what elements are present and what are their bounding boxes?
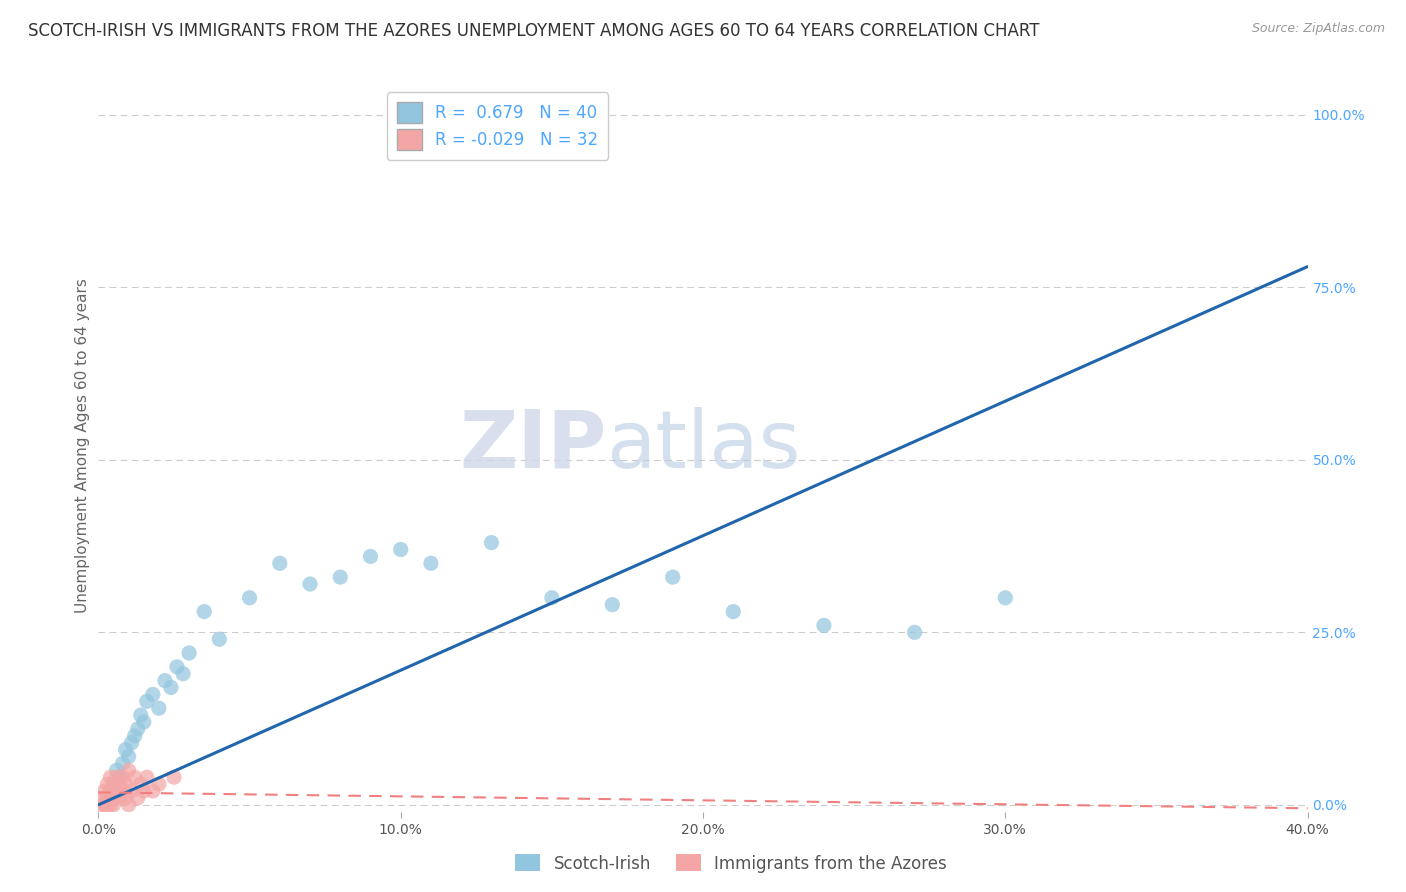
Point [166,660,188,674]
Point [904,625,927,640]
Point [127,791,149,805]
Point [481,535,503,549]
Point [93,784,115,798]
Point [163,770,186,784]
Point [329,570,352,584]
Point [153,673,176,688]
Point [105,770,128,784]
Point [105,764,128,778]
Point [100,784,122,798]
Point [90,791,112,805]
Point [96,777,118,791]
Point [100,784,122,798]
Point [193,605,215,619]
Point [135,694,157,708]
Point [172,666,194,681]
Text: atlas: atlas [606,407,800,485]
Y-axis label: Unemployment Among Ages 60 to 64 years: Unemployment Among Ages 60 to 64 years [75,278,90,614]
Point [132,784,155,798]
Point [111,756,134,771]
Point [208,632,231,647]
Point [602,598,624,612]
Point [100,797,122,812]
Point [103,797,125,812]
Point [994,591,1017,605]
Text: SCOTCH-IRISH VS IMMIGRANTS FROM THE AZORES UNEMPLOYMENT AMONG AGES 60 TO 64 YEAR: SCOTCH-IRISH VS IMMIGRANTS FROM THE AZOR… [28,22,1039,40]
Text: ZIP: ZIP [458,407,606,485]
Point [179,646,201,660]
Point [148,701,170,715]
Point [100,770,122,784]
Point [111,784,134,798]
Point [103,791,125,805]
Point [118,797,141,812]
Point [148,777,170,791]
Point [121,784,143,798]
Point [540,591,562,605]
Point [160,681,183,695]
Point [118,749,141,764]
Point [239,591,262,605]
Point [93,797,115,812]
Point [269,557,291,571]
Point [103,777,125,791]
Point [96,791,118,805]
Point [723,605,745,619]
Point [129,708,152,723]
Point [360,549,382,564]
Point [299,577,322,591]
Point [103,777,125,791]
Point [135,770,157,784]
Point [118,764,141,778]
Point [129,777,152,791]
Text: Source: ZipAtlas.com: Source: ZipAtlas.com [1251,22,1385,36]
Point [108,777,131,791]
Point [96,791,118,805]
Point [108,791,131,805]
Point [111,770,134,784]
Point [661,570,683,584]
Point [124,770,146,784]
Legend: Scotch-Irish, Immigrants from the Azores: Scotch-Irish, Immigrants from the Azores [509,847,953,880]
Point [124,729,146,743]
Point [90,797,112,812]
Point [121,736,143,750]
Point [142,687,165,701]
Point [96,797,118,812]
Point [813,618,835,632]
Point [389,542,412,557]
Point [142,784,165,798]
Point [114,791,136,805]
Point [420,557,443,571]
Point [114,777,136,791]
Point [114,742,136,756]
Point [132,714,155,729]
Point [105,784,128,798]
Point [108,770,131,784]
Legend: R =  0.679   N = 40, R = -0.029   N = 32: R = 0.679 N = 40, R = -0.029 N = 32 [387,92,609,160]
Point [127,722,149,736]
